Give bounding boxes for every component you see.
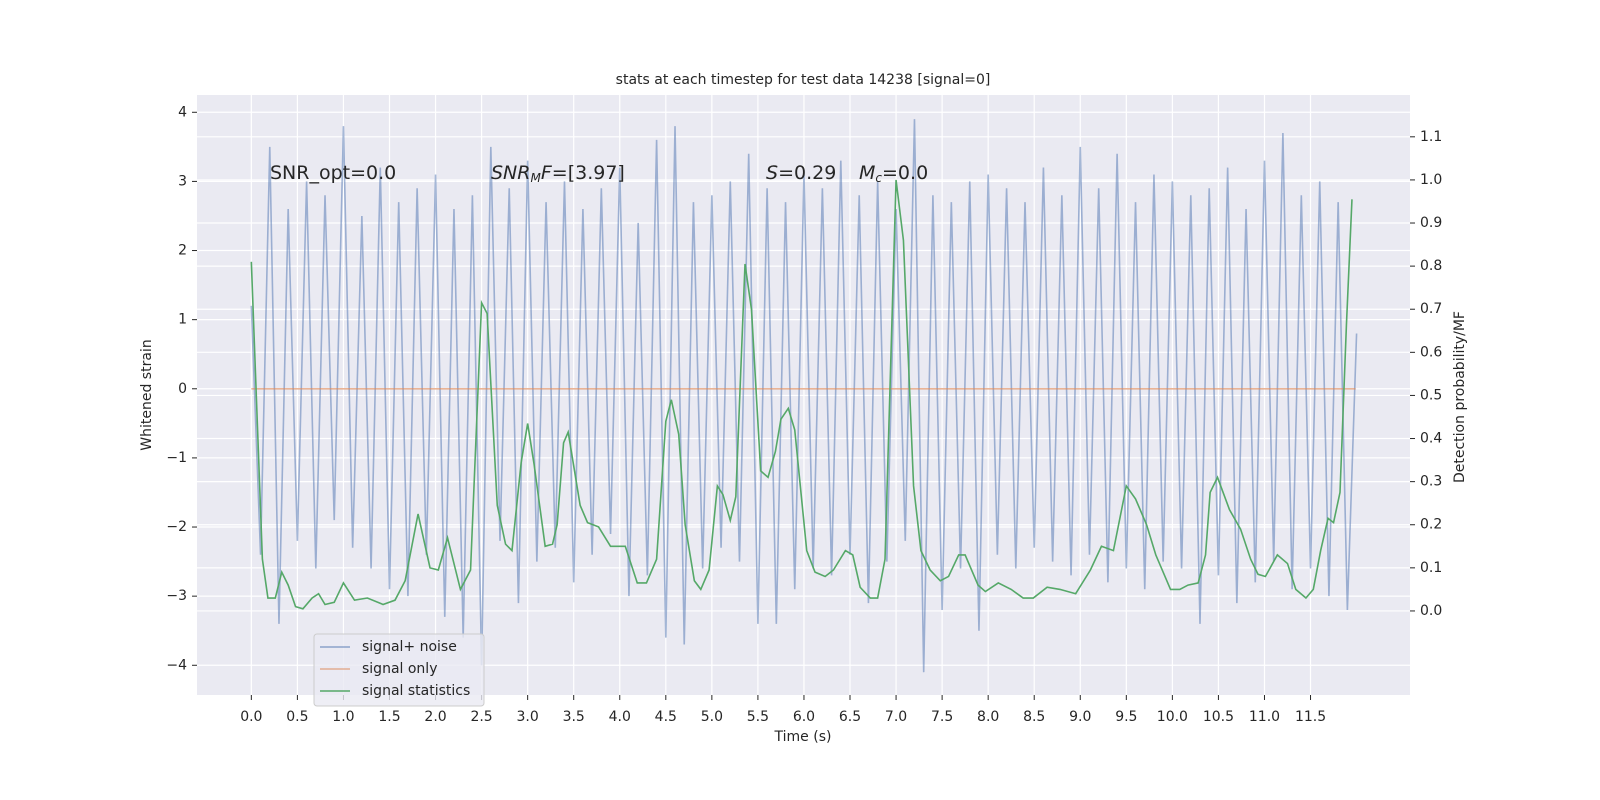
x-tick-label: 5.5 bbox=[747, 709, 769, 725]
marks bbox=[250, 119, 1358, 673]
x-tick-label: 3.5 bbox=[563, 709, 585, 725]
y2-tick-label: 0.9 bbox=[1420, 215, 1442, 231]
x-tick-label: 11.5 bbox=[1295, 709, 1326, 725]
x-tick-label: 4.0 bbox=[609, 709, 631, 725]
x-tick-label: 5.0 bbox=[701, 709, 723, 725]
x-tick-label: 8.0 bbox=[977, 709, 999, 725]
legend: signal+ noise signal only signal statistic… bbox=[313, 633, 485, 707]
y2-tick-label: 0.4 bbox=[1420, 431, 1442, 447]
legend-box bbox=[313, 633, 485, 707]
legend-label: signal statistics bbox=[362, 683, 470, 699]
x-tick-label: 10.0 bbox=[1157, 709, 1188, 725]
x-tick-label: 6.0 bbox=[793, 709, 815, 725]
annotation: Mc=0.0 bbox=[859, 162, 928, 185]
x-tick-label: 11.0 bbox=[1249, 709, 1280, 725]
x-axis-label: Time (s) bbox=[774, 729, 832, 745]
annotation-text: SNR bbox=[491, 162, 530, 184]
annotation-text: =0.29 bbox=[778, 162, 836, 184]
y2-tick-label: 1.1 bbox=[1420, 129, 1442, 145]
x-tick-label: 0.0 bbox=[240, 709, 262, 725]
annotation-text: F bbox=[541, 162, 553, 184]
y-tick-label: 1 bbox=[178, 312, 187, 328]
legend-label: signal+ noise bbox=[362, 639, 457, 655]
x-tick-label: 7.5 bbox=[931, 709, 953, 725]
x-tick-label: 6.5 bbox=[839, 709, 861, 725]
x-tick-label: 2.5 bbox=[470, 709, 492, 725]
y2-tick-label: 0.3 bbox=[1420, 474, 1442, 490]
series-line bbox=[250, 179, 1353, 610]
x-tick-label: 7.0 bbox=[885, 709, 907, 725]
y-tick-label: 2 bbox=[178, 243, 187, 259]
annotation-text: SNR_opt=0.0 bbox=[270, 162, 396, 184]
y-tick-label: 0 bbox=[178, 381, 187, 397]
series-line bbox=[250, 119, 1358, 673]
y2-tick-label: 0.6 bbox=[1420, 344, 1442, 360]
axes: 0.0 0.5 1.0 1.5 2.0 2.5 3.0 3.5 4.0 4.5 5.0 5.5 6.0 6… bbox=[166, 104, 1442, 725]
annotation-text: M bbox=[859, 162, 875, 184]
legend-label: signal only bbox=[362, 661, 437, 677]
x-tick-label: 4.5 bbox=[655, 709, 677, 725]
annotation: S=0.29 bbox=[766, 162, 836, 184]
annotation-text: S bbox=[766, 162, 778, 184]
x-tick-label: 3.0 bbox=[517, 709, 539, 725]
y2-tick-label: 1.0 bbox=[1420, 172, 1442, 188]
y-tick-label: −1 bbox=[166, 450, 187, 466]
x-tick-label: 2.0 bbox=[424, 709, 446, 725]
y2-tick-label: 0.0 bbox=[1420, 603, 1442, 619]
annotation-text: =[3.97] bbox=[552, 162, 625, 184]
y-axis-label: Whitened strain bbox=[139, 339, 155, 450]
y2-tick-label: 0.2 bbox=[1420, 517, 1442, 533]
annotation-text: M bbox=[530, 171, 541, 185]
x-tick-label: 1.5 bbox=[378, 709, 400, 725]
y-tick-label: 3 bbox=[178, 173, 187, 189]
y-tick-label: −3 bbox=[166, 588, 187, 604]
y2-tick-label: 0.5 bbox=[1420, 387, 1442, 403]
annotation-text: c bbox=[875, 171, 882, 185]
annotation: SNR_opt=0.0 bbox=[270, 162, 396, 184]
y-tick-label: 4 bbox=[178, 104, 187, 120]
y2-tick-label: 0.7 bbox=[1420, 301, 1442, 317]
y2-axis-label: Detection probability/MF bbox=[1452, 311, 1468, 483]
x-tick-label: 9.0 bbox=[1069, 709, 1091, 725]
x-tick-label: 9.5 bbox=[1115, 709, 1137, 725]
chart-title: stats at each timestep for test data 142… bbox=[616, 72, 991, 88]
x-tick-label: 0.5 bbox=[286, 709, 308, 725]
x-tick-label: 10.5 bbox=[1203, 709, 1234, 725]
x-tick-label: 1.0 bbox=[332, 709, 354, 725]
annotation-text: =0.0 bbox=[882, 162, 928, 184]
y2-tick-label: 0.1 bbox=[1420, 560, 1442, 576]
y-tick-label: −2 bbox=[166, 519, 187, 535]
y-tick-label: −4 bbox=[166, 657, 187, 673]
x-tick-label: 8.5 bbox=[1023, 709, 1045, 725]
y2-tick-label: 0.8 bbox=[1420, 258, 1442, 274]
annotation: SNRMF=[3.97] bbox=[491, 162, 625, 185]
